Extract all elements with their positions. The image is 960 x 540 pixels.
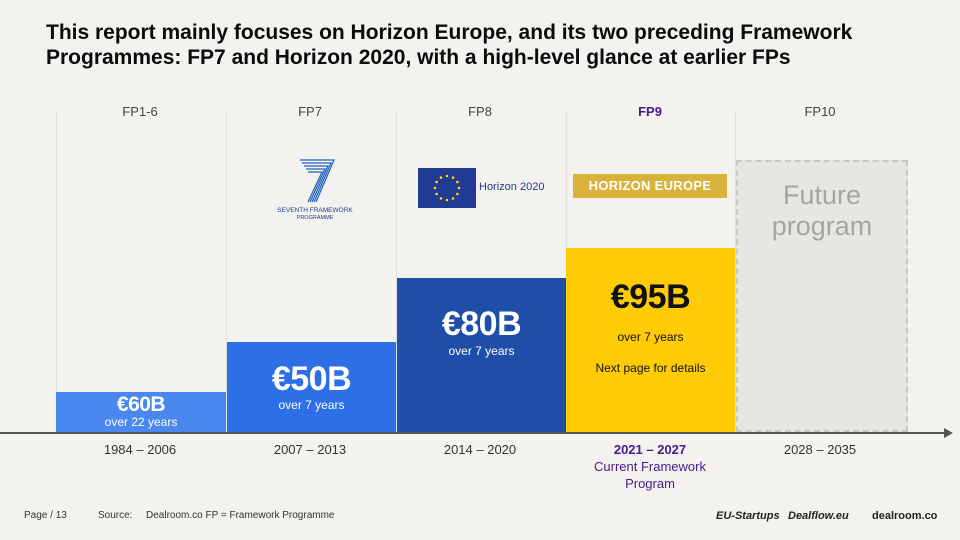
column-label-fp7: FP7	[298, 104, 322, 119]
column-divider	[56, 112, 57, 432]
eu-startups-logo: EU-Startups	[716, 510, 780, 522]
future-program-box: Future program	[736, 160, 908, 432]
bar-value-label: €60B	[116, 393, 166, 416]
fp7-logo-caption-2: PROGRAMME	[297, 215, 334, 221]
slide-title-line1: This report mainly focuses on Horizon Eu…	[46, 21, 853, 44]
period-fp1-6: 1984 – 2006	[103, 442, 177, 457]
dealflow-logo: Dealflow.eu	[788, 510, 849, 522]
source-label: Source:	[98, 510, 133, 521]
bar-duration-label: over 22 years	[104, 415, 178, 429]
period-fp10: 2028 – 2035	[783, 442, 857, 457]
column-label-fp10: FP10	[804, 104, 836, 119]
fp7-logo: SEVENTH FRAMEWORK PROGRAMME	[270, 158, 360, 222]
period-fp8: 2014 – 2020	[443, 442, 517, 457]
next-page-note: Next page for details	[595, 361, 706, 375]
bar-value-label: €80B	[441, 305, 522, 343]
timeline-axis	[0, 432, 946, 434]
eu-flag-icon	[418, 168, 476, 208]
bar-duration-label: over 7 years	[278, 398, 345, 412]
future-program-line1: Future	[782, 180, 862, 210]
bar-fp1-6: €60B over 22 years	[56, 392, 226, 432]
column-label-fp1-6: FP1-6	[122, 104, 158, 119]
bar-duration-label: over 7 years	[448, 344, 515, 358]
column-divider	[396, 112, 397, 432]
future-program-line2: program	[771, 211, 873, 241]
column-divider	[735, 112, 736, 432]
timeline-arrow-icon	[944, 428, 953, 438]
page-number: Page / 13	[24, 510, 67, 521]
slide-title: This report mainly focuses on Horizon Eu…	[46, 20, 926, 70]
source-text: Dealroom.co FP = Framework Programme	[146, 510, 335, 521]
horizon-2020-label: Horizon 2020	[479, 181, 545, 193]
bar-duration-label: over 7 years	[617, 330, 684, 344]
slide-title-line2: Programmes: FP7 and Horizon 2020, with a…	[46, 46, 791, 69]
current-framework-note-line1: Current Framework	[594, 459, 706, 474]
column-divider	[226, 112, 227, 432]
bar-value-label: €95B	[610, 278, 691, 316]
bar-fp9: €95B over 7 years Next page for details	[566, 248, 735, 432]
bar-fp8: €80B over 7 years	[397, 278, 566, 432]
fp7-logo-caption-1: SEVENTH FRAMEWORK	[277, 207, 353, 214]
dealroom-logo: dealroom.co	[872, 510, 938, 522]
current-framework-note: Current Framework Program	[566, 458, 734, 492]
horizon-2020-logo: Horizon 2020	[418, 168, 554, 208]
current-framework-note-line2: Program	[625, 476, 675, 491]
column-label-fp9: FP9	[638, 104, 662, 119]
period-fp9: 2021 – 2027	[613, 442, 687, 457]
period-fp7: 2007 – 2013	[273, 442, 347, 457]
horizon-europe-logo: HORIZON EUROPE	[573, 174, 727, 198]
column-label-fp8: FP8	[468, 104, 492, 119]
bar-value-label: €50B	[271, 360, 352, 398]
bar-fp7: €50B over 7 years	[227, 342, 396, 432]
